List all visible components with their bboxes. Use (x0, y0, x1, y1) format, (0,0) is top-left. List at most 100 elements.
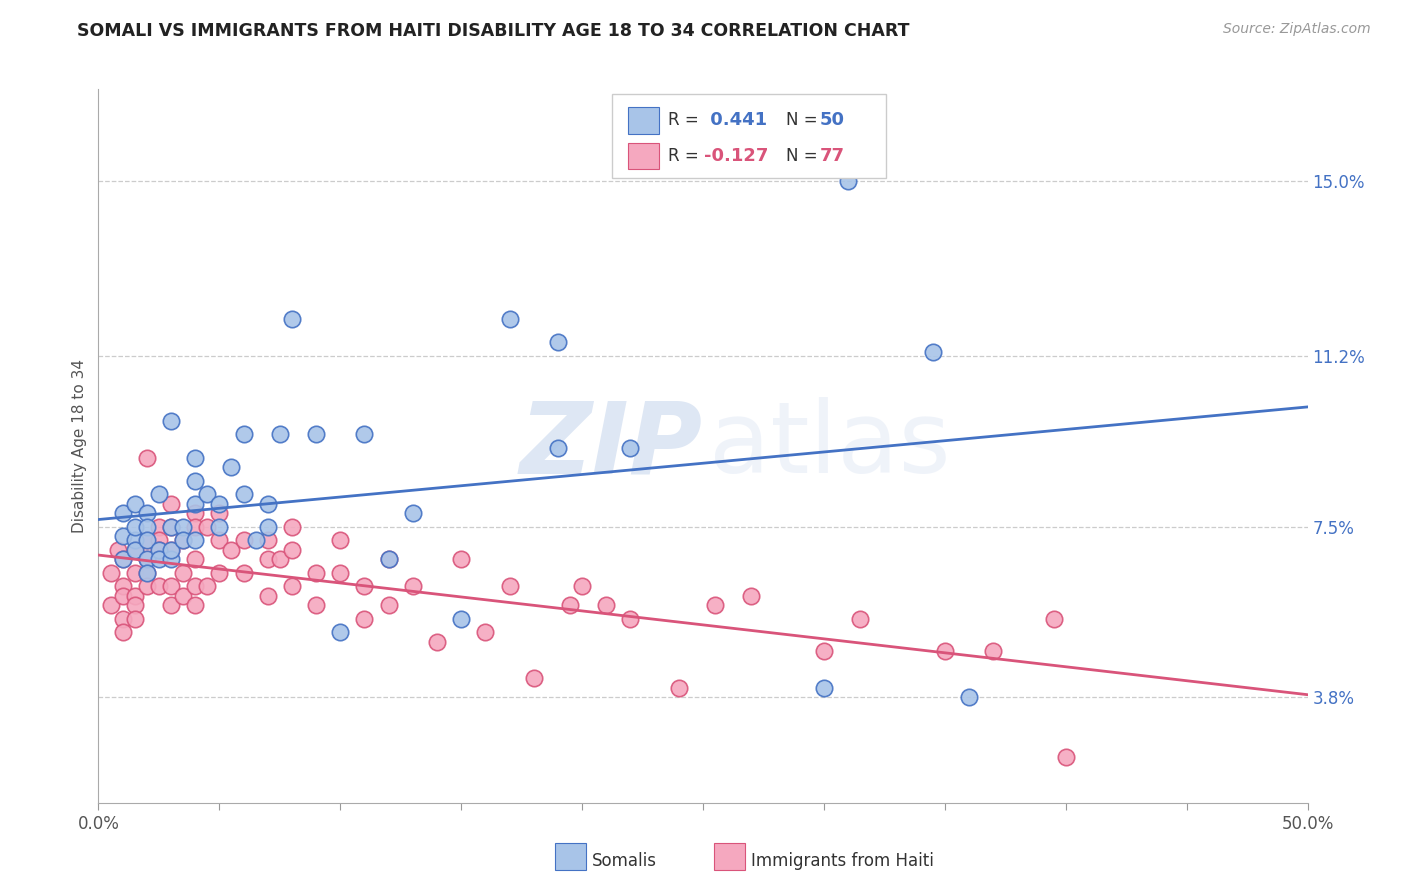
Point (172, 589, 194, 603)
Point (221, 542, 243, 557)
Point (124, 497, 146, 511)
Point (172, 566, 194, 580)
Point (269, 551, 291, 566)
Point (148, 533, 170, 548)
Point (111, 579, 134, 593)
Point (124, 589, 146, 603)
Point (619, 612, 641, 626)
Point (135, 566, 157, 580)
Point (232, 533, 254, 548)
Text: atlas: atlas (709, 398, 950, 494)
Point (921, 344, 943, 359)
Point (160, 497, 183, 511)
Point (111, 551, 134, 566)
Point (353, 427, 375, 442)
Point (135, 533, 157, 548)
Point (208, 566, 231, 580)
Point (256, 519, 278, 533)
Point (148, 542, 170, 557)
Point (957, 690, 980, 704)
Text: 50: 50 (820, 112, 845, 129)
Point (1042, 612, 1064, 626)
Point (704, 598, 727, 612)
Point (184, 533, 207, 548)
Point (426, 634, 449, 648)
Point (1054, 749, 1077, 764)
Point (184, 579, 207, 593)
Point (547, 442, 569, 456)
Point (571, 579, 593, 593)
Point (281, 579, 304, 593)
Point (100, 598, 122, 612)
Point (558, 598, 581, 612)
Point (160, 519, 183, 533)
Point (221, 459, 243, 474)
Point (353, 612, 375, 626)
Point (148, 487, 170, 501)
Point (245, 533, 267, 548)
Point (208, 519, 231, 533)
Point (135, 450, 157, 465)
Text: SOMALI VS IMMIGRANTS FROM HAITI DISABILITY AGE 18 TO 34 CORRELATION CHART: SOMALI VS IMMIGRANTS FROM HAITI DISABILI… (77, 22, 910, 40)
Point (148, 542, 170, 557)
Point (305, 598, 328, 612)
Point (124, 533, 146, 548)
Point (837, 174, 859, 188)
Point (547, 335, 569, 350)
Point (124, 598, 146, 612)
Text: 77: 77 (820, 147, 845, 165)
Point (281, 312, 304, 326)
Point (353, 579, 375, 593)
Point (172, 533, 194, 548)
Point (111, 529, 134, 543)
Point (281, 542, 304, 557)
Point (232, 487, 254, 501)
Point (160, 542, 183, 557)
Point (148, 579, 170, 593)
Point (184, 497, 207, 511)
Point (111, 551, 134, 566)
Text: ZIP: ZIP (520, 398, 703, 494)
Point (172, 519, 194, 533)
Point (160, 551, 183, 566)
Point (100, 566, 122, 580)
Point (208, 497, 231, 511)
Point (269, 427, 291, 442)
Text: Immigrants from Haiti: Immigrants from Haiti (751, 852, 934, 870)
Point (184, 506, 207, 520)
Point (256, 497, 278, 511)
Point (111, 625, 134, 640)
Point (135, 551, 157, 566)
Point (184, 474, 207, 488)
Point (160, 579, 183, 593)
Point (377, 551, 399, 566)
Point (148, 551, 170, 566)
Point (135, 506, 157, 520)
Point (256, 551, 278, 566)
Point (595, 598, 617, 612)
Point (329, 625, 352, 640)
Text: 0.441: 0.441 (704, 112, 768, 129)
Point (450, 551, 472, 566)
Point (305, 566, 328, 580)
Point (184, 519, 207, 533)
Point (474, 625, 496, 640)
Point (281, 519, 304, 533)
Point (740, 589, 762, 603)
Point (523, 672, 546, 686)
Point (256, 589, 278, 603)
Text: Somalis: Somalis (592, 852, 657, 870)
Point (402, 506, 425, 520)
Point (329, 533, 352, 548)
Point (498, 312, 520, 326)
Text: N =: N = (786, 147, 823, 165)
Point (329, 566, 352, 580)
Point (148, 519, 170, 533)
Point (107, 542, 129, 557)
Point (172, 533, 194, 548)
Point (619, 442, 641, 456)
Point (195, 487, 218, 501)
Point (195, 519, 218, 533)
Point (813, 681, 835, 695)
Point (256, 533, 278, 548)
